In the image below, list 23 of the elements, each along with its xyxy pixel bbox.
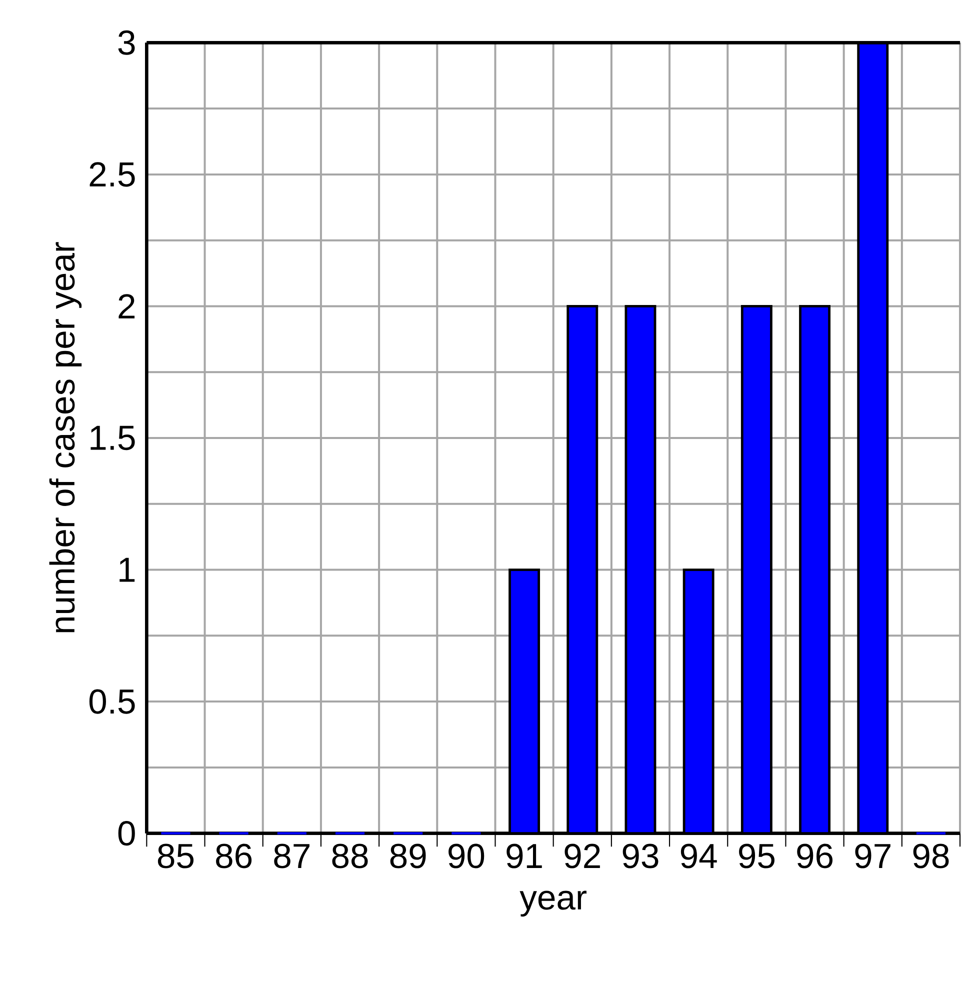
x-tick-label: 92: [564, 844, 600, 868]
x-tick-label: 89: [390, 844, 426, 868]
x-tick-label: 90: [448, 844, 484, 868]
x-tick-label: 87: [274, 844, 310, 868]
x-tick-label: 94: [680, 844, 717, 868]
y-tick-label: 2: [118, 294, 135, 318]
x-tick-label: 86: [216, 844, 252, 868]
x-tick-label: 93: [622, 844, 658, 868]
y-tick-label: 2.5: [90, 162, 135, 187]
x-tick-label: 97: [855, 844, 890, 868]
x-tick-label: 98: [913, 844, 949, 868]
x-axis-title: year: [520, 890, 586, 917]
x-tick-label: 96: [797, 844, 833, 868]
x-tick-label: 85: [158, 844, 194, 868]
y-tick-label: 0.5: [89, 689, 135, 714]
y-tick-label: 3: [118, 30, 135, 55]
x-tick-label: 95: [739, 844, 774, 868]
y-tick-label: 1: [120, 558, 135, 582]
y-axis-title: number of cases per year: [49, 242, 82, 632]
x-tick-label: 88: [332, 844, 368, 868]
y-tick-label: 0: [118, 821, 135, 846]
x-tick-label: 91: [506, 844, 542, 868]
y-tick-label: 1.5: [90, 426, 135, 450]
